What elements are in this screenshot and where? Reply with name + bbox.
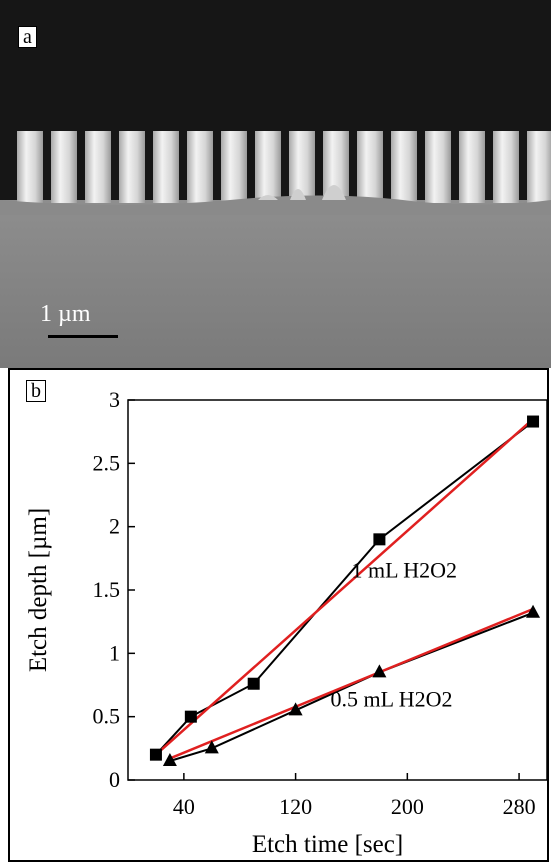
- y-tick-label: 1.5: [93, 577, 121, 602]
- data-point: [149, 748, 162, 761]
- fit-line: [169, 607, 534, 760]
- etch-depth-chart: 0 0.5 1 1.5 2 2.5 3 40 120 200 280 Etch time [sec] E…: [25, 387, 548, 858]
- x-tick-label: 40: [173, 794, 195, 819]
- series-label: 0.5 mL H2O2: [331, 687, 453, 712]
- scale-bar: [48, 335, 118, 338]
- y-tick-label: 0.5: [93, 704, 121, 729]
- series-label: 1 mL H2O2: [351, 557, 457, 582]
- sem-image: [0, 0, 551, 368]
- pillar: [17, 131, 43, 203]
- data-point: [162, 753, 177, 766]
- pillar: [221, 131, 247, 203]
- x-tick-label: 280: [503, 794, 536, 819]
- y-axis-label: Etch depth [µm]: [25, 508, 52, 672]
- y-tick-label: 3: [109, 387, 120, 412]
- pillar: [51, 131, 77, 203]
- pillar-array: [17, 131, 551, 203]
- pillar: [527, 131, 551, 203]
- panel-a-label: a: [18, 26, 37, 48]
- sem-micrograph-panel: a 1 µm: [0, 0, 551, 368]
- y-tick-label: 2: [109, 514, 120, 539]
- scale-bar-label: 1 µm: [40, 301, 91, 327]
- data-point: [247, 677, 260, 690]
- data-point: [204, 740, 219, 754]
- pillar: [493, 131, 519, 203]
- x-tick-label: 200: [391, 794, 424, 819]
- y-tick-label: 1: [109, 640, 120, 665]
- pillar: [459, 131, 485, 203]
- pillar: [425, 131, 451, 203]
- pillar: [85, 131, 111, 203]
- data-point: [373, 533, 386, 546]
- x-tick-label: 120: [279, 794, 312, 819]
- data-point: [526, 604, 541, 618]
- panel-b-label: b: [26, 380, 46, 402]
- data-point: [527, 415, 540, 428]
- pillar: [255, 131, 281, 203]
- data-point: [372, 664, 387, 678]
- pillar: [119, 131, 145, 203]
- etch-depth-chart-panel: b 0 0.5 1 1.5 2 2.5 3 40 120 200 280 Etch time [sec…: [8, 368, 549, 862]
- pillar: [391, 131, 417, 203]
- data-point: [184, 710, 197, 723]
- pillar: [289, 131, 315, 203]
- pillar: [187, 131, 213, 203]
- data-point: [288, 702, 303, 716]
- pillar: [153, 131, 179, 203]
- y-tick-label: 2.5: [93, 450, 121, 475]
- x-axis-label: Etch time [sec]: [252, 831, 403, 858]
- y-tick-label: 0: [109, 767, 120, 792]
- fit-line: [155, 418, 534, 756]
- pillar: [357, 131, 383, 203]
